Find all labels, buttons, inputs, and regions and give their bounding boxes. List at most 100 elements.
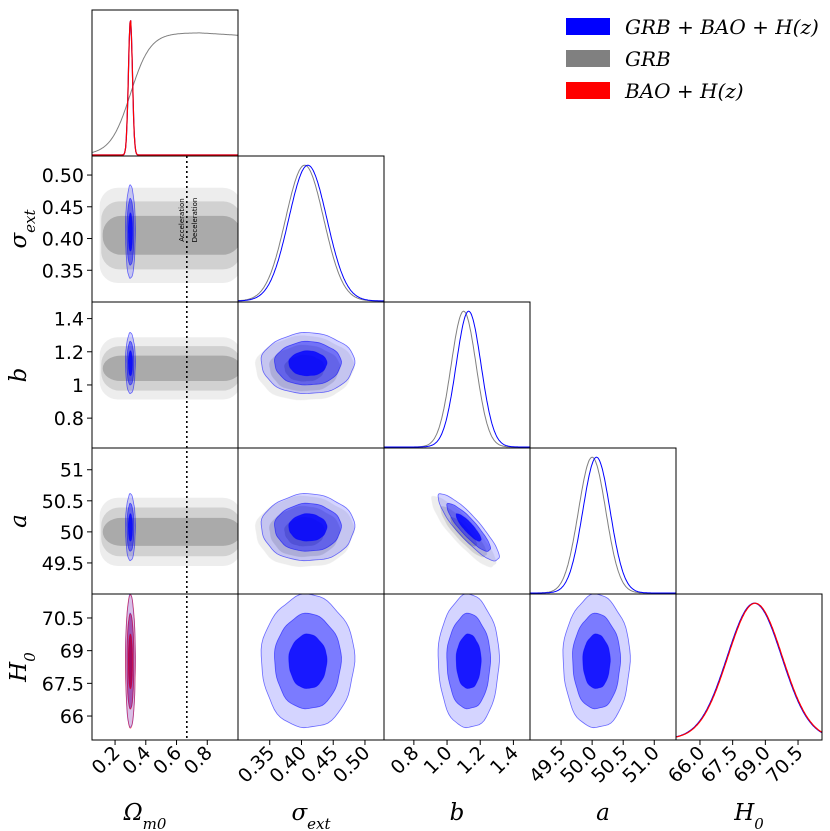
- ytick-label-sig-2: 0.45: [42, 197, 84, 219]
- ytick-label-a-0: 49.5: [42, 553, 84, 575]
- legend-label-2: BAO + H(z): [624, 79, 744, 103]
- ytick-label-h0-0: 66: [60, 706, 84, 728]
- legend-swatch-1: [566, 50, 610, 67]
- panel-h0-vs-a: [562, 594, 631, 729]
- grb-bao-hz-marginal: [676, 602, 822, 738]
- grb-bao-hz-contour-1sigma: [288, 513, 328, 542]
- panel-h0-vs-b: [437, 594, 500, 729]
- grb-bao-hz-contour-1sigma: [127, 212, 133, 252]
- bao-hz-contour-1sigma: [127, 633, 133, 690]
- marginal-sig: [238, 164, 384, 302]
- bao-hz-marginal: [92, 20, 238, 156]
- ytick-label-sig-1: 0.40: [42, 229, 84, 251]
- legend-swatch-2: [566, 82, 610, 99]
- xtick-label-b-2: 1.2: [453, 742, 490, 779]
- grb-bao-hz-contour-1sigma: [288, 350, 328, 377]
- xlabel-om-symbol: Ω: [123, 800, 143, 826]
- ytick-label-a-3: 51: [60, 460, 84, 482]
- bao-hz-contour-2sigma: [126, 613, 135, 710]
- marginal-om: [92, 20, 238, 156]
- grb-marginal: [92, 32, 238, 153]
- panel-sig-vs-om: [99, 184, 238, 283]
- ylabel-sig: σext: [6, 208, 39, 248]
- xtick-label-om-0: 0.2: [88, 742, 125, 779]
- xlabel-b: b: [450, 800, 465, 826]
- grb-bao-hz-contour-1sigma: [127, 513, 133, 542]
- panel-h0-vs-sig: [260, 594, 356, 729]
- panel-frame-4-0: [91, 593, 239, 741]
- ylabel-h0: H0: [6, 652, 39, 683]
- grb-bao-hz-contour-1sigma: [127, 350, 133, 377]
- xlabel-b-symbol: b: [450, 800, 465, 826]
- legend-label-1: GRB: [625, 47, 671, 71]
- ytick-label-sig-3: 0.50: [42, 165, 84, 187]
- ytick-label-sig-0: 0.35: [42, 260, 84, 282]
- panel-a-vs-om: [99, 493, 238, 567]
- panel-h0-vs-om: [125, 594, 136, 729]
- panel-frame-0-0: [91, 9, 239, 157]
- grb-bao-hz-contour-1sigma: [455, 633, 482, 689]
- grb-bao-hz-contour-1sigma: [288, 633, 328, 689]
- ytick-label-h0-3: 70.5: [42, 608, 84, 630]
- panel-frame-2-2: [383, 301, 531, 449]
- ylabel-sig-subscript: ext: [21, 208, 39, 232]
- ylabel-h0-symbol: H: [6, 661, 32, 683]
- xlabel-om-subscript: m0: [143, 815, 167, 831]
- ytick-label-a-2: 50.5: [42, 491, 84, 513]
- xtick-label-a-3: 51.0: [618, 742, 663, 787]
- marginal-a: [530, 456, 676, 594]
- xlabel-sig-symbol: σ: [291, 800, 308, 826]
- xlabel-a-symbol: a: [596, 800, 610, 826]
- panel-a-vs-b: [430, 493, 500, 568]
- xlabel-a: a: [596, 800, 610, 826]
- grb-bao-hz-marginal: [384, 310, 530, 448]
- xtick-label-b-0: 0.8: [386, 742, 423, 779]
- xlabel-sig-subscript: ext: [307, 815, 331, 831]
- panel-b-vs-om: [99, 331, 238, 400]
- grb-contour-1sigma: [102, 215, 238, 255]
- xlabel-om: Ωm0: [123, 800, 167, 831]
- grb-contour-1sigma: [102, 517, 238, 546]
- ytick-label-h0-1: 67.5: [42, 673, 84, 695]
- deceleration-annotation: Deceleration: [191, 198, 199, 243]
- grb-marginal: [530, 456, 676, 594]
- xlabel-sig: σext: [291, 800, 331, 831]
- ylabel-a: a: [6, 514, 32, 528]
- grb-bao-hz-contour-1sigma: [582, 633, 611, 689]
- xlabel-h0-subscript: 0: [754, 815, 764, 831]
- xtick-label-sig-3: 0.50: [329, 742, 374, 787]
- bao-hz-marginal: [676, 602, 822, 738]
- ytick-label-b-1: 1: [72, 375, 84, 397]
- grb-marginal: [238, 164, 384, 302]
- marginal-h0: [676, 602, 822, 738]
- marginal-b: [384, 310, 530, 448]
- ylabel-h0-subscript: 0: [21, 652, 39, 662]
- grb-bao-hz-marginal: [238, 164, 384, 302]
- grb-marginal: [384, 310, 530, 448]
- ytick-label-a-1: 50: [60, 522, 84, 544]
- legend-swatch-0: [566, 18, 610, 35]
- panel-frame-4-4: [675, 593, 823, 741]
- ylabel-b-symbol: b: [6, 368, 32, 383]
- panel-a-vs-sig: [254, 493, 356, 568]
- xlabel-h0-symbol: H: [733, 800, 755, 826]
- ytick-label-b-2: 1.2: [54, 342, 84, 364]
- xlabel-h0: H0: [733, 800, 764, 831]
- ylabel-a-symbol: a: [6, 514, 32, 528]
- panel-frame-1-1: [237, 155, 385, 303]
- acceleration-annotation: Acceleration: [178, 198, 186, 242]
- ytick-label-h0-2: 69: [60, 641, 84, 663]
- xtick-label-b-3: 1.4: [486, 742, 523, 779]
- ylabel-b: b: [6, 368, 32, 383]
- xtick-label-h0-3: 70.5: [762, 742, 807, 787]
- ylabel-sig-symbol: σ: [6, 232, 32, 249]
- grb-contour-1sigma: [102, 355, 238, 382]
- panel-b-vs-sig: [254, 331, 356, 401]
- xtick-label-om-3: 0.8: [180, 742, 217, 779]
- ytick-label-b-0: 0.8: [54, 408, 84, 430]
- xtick-label-om-2: 0.6: [149, 742, 186, 779]
- xtick-label-om-1: 0.4: [118, 742, 155, 779]
- grb-bao-hz-contour-1sigma: [455, 513, 482, 542]
- legend-label-0: GRB + BAO + H(z): [625, 15, 819, 39]
